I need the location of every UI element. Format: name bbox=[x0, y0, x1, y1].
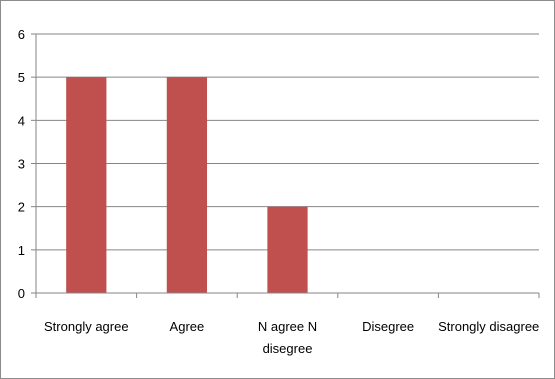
x-category-label: disegree bbox=[263, 341, 313, 356]
y-tick-label: 1 bbox=[18, 243, 25, 258]
y-tick-label: 4 bbox=[18, 113, 25, 128]
y-tick-label: 5 bbox=[18, 70, 25, 85]
bar bbox=[166, 77, 208, 294]
x-category-labels: Strongly agree Agree N agree N disegree Dise… bbox=[44, 319, 539, 356]
x-category-label: Agree bbox=[170, 319, 205, 334]
bar bbox=[66, 77, 107, 294]
y-tick-label: 0 bbox=[18, 286, 25, 301]
x-category-label: Strongly agree bbox=[44, 319, 129, 334]
axes bbox=[31, 33, 540, 298]
y-tick-labels: 0 1 2 3 4 5 6 bbox=[18, 27, 25, 301]
x-category-label: Disegree bbox=[362, 319, 414, 334]
x-category-label: N agree N bbox=[258, 319, 317, 334]
bars bbox=[66, 77, 308, 294]
y-tick-label: 3 bbox=[18, 157, 25, 172]
gridlines bbox=[36, 33, 539, 251]
y-tick-label: 2 bbox=[18, 200, 25, 215]
y-tick-label: 6 bbox=[18, 27, 25, 42]
x-category-label: Strongly disagree bbox=[438, 319, 539, 334]
bar bbox=[267, 206, 308, 293]
